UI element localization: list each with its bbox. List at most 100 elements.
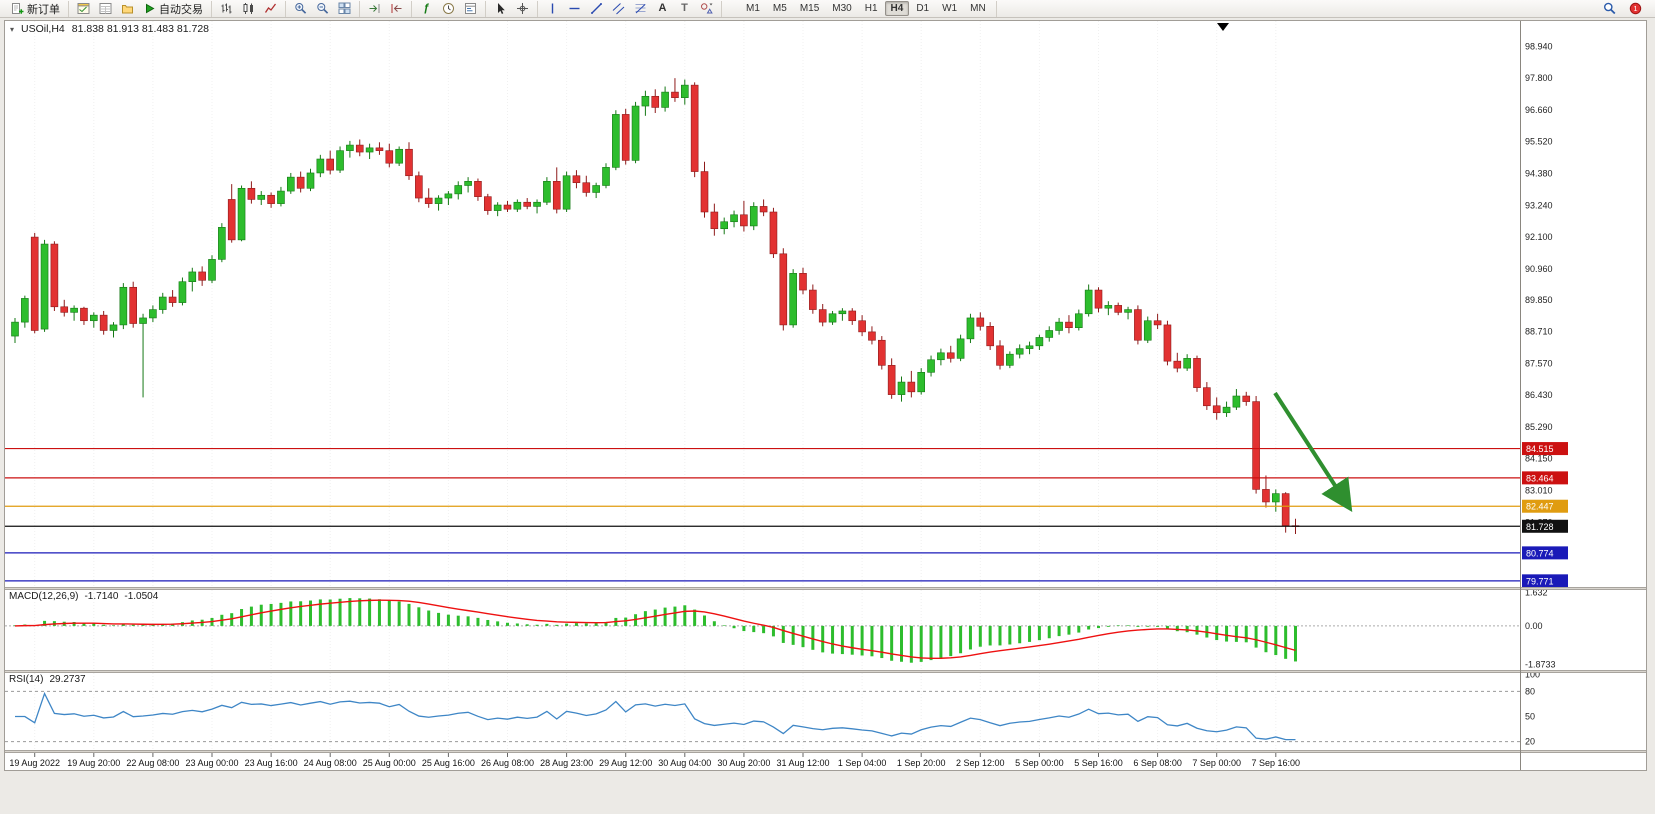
cursor-button[interactable] (490, 1, 511, 17)
candle-body (306, 172, 315, 189)
price-tag-text: 79.771 (1526, 576, 1554, 586)
auto-scroll-button[interactable] (364, 1, 385, 17)
candle-body (838, 310, 847, 315)
crosshair-button[interactable] (512, 1, 533, 17)
candle-body (503, 204, 512, 210)
chart-shift-icon (390, 2, 403, 15)
timeframe-m15-button[interactable]: M15 (799, 3, 820, 14)
templates-button[interactable] (460, 1, 481, 17)
timeframe-m1-button[interactable]: M1 (746, 3, 760, 14)
candle-body (257, 194, 266, 200)
price-scale-label: 97.800 (1525, 73, 1553, 83)
candle-body (326, 158, 335, 171)
timeframe-m5-button[interactable]: M5 (772, 3, 787, 14)
auto-trading-icon (143, 2, 156, 15)
bar-chart-mode-button[interactable] (216, 1, 237, 17)
horizontal-line-button[interactable] (564, 1, 585, 17)
candle-body (1232, 395, 1241, 408)
rsi-scale-label: 80 (1525, 686, 1535, 696)
navigator-button[interactable] (117, 1, 138, 17)
price-tag (1522, 442, 1568, 456)
timeframe-h1-button[interactable]: H1 (864, 3, 878, 14)
macd-histogram (13, 598, 1297, 663)
periods-button[interactable] (438, 1, 459, 17)
pane-separator[interactable] (5, 670, 1646, 673)
toolbar-group (212, 0, 286, 17)
candle-body (1006, 353, 1014, 366)
arrange-windows-button[interactable] (334, 1, 355, 17)
candle-body (1065, 321, 1073, 328)
line-chart-mode-button[interactable] (260, 1, 281, 17)
candle-body (50, 243, 59, 308)
price-tag-text: 81.728 (1526, 522, 1554, 532)
candle-body (40, 243, 49, 330)
candle-body (513, 201, 522, 210)
search-button[interactable] (1599, 1, 1620, 17)
timeframe-w1-button[interactable]: W1 (942, 3, 958, 14)
timeframe-d1-button[interactable]: D1 (916, 3, 930, 14)
shapes-button[interactable] (696, 1, 717, 17)
zoom-out-button[interactable] (312, 1, 333, 17)
candle-body (424, 197, 433, 204)
time-axis-label: 1 Sep 20:00 (897, 758, 946, 768)
one-click-trading-icon[interactable]: ▾ (10, 24, 15, 34)
data-window-button[interactable] (95, 1, 116, 17)
chart-canvas[interactable]: 98.940 97.800 96.660 95.520 94.380 93.240 92.1… (5, 21, 1646, 770)
price-scale-label: 95.520 (1525, 137, 1553, 147)
market-watch-button[interactable] (73, 1, 94, 17)
candle-body (552, 181, 561, 210)
candle-body (740, 214, 748, 227)
candle-body (60, 306, 69, 313)
candle-body (917, 372, 926, 393)
trendline-button[interactable] (586, 1, 607, 17)
candle-body (1281, 493, 1290, 526)
text-button[interactable]: A (652, 1, 673, 17)
price-tag-text: 83.464 (1526, 473, 1554, 483)
indicators-icon: ƒ (423, 2, 430, 14)
svg-text:1: 1 (1633, 4, 1637, 13)
zoom-in-button[interactable] (290, 1, 311, 17)
pane-separator[interactable] (5, 750, 1646, 753)
candle-body (1222, 406, 1231, 414)
candle-body (454, 185, 463, 195)
candle-body (986, 326, 994, 347)
fibonacci-button[interactable] (630, 1, 651, 17)
auto-trading-button[interactable]: 自动交易 (139, 1, 207, 17)
chart-shift-button[interactable] (386, 1, 407, 17)
candle-body (355, 144, 364, 153)
time-axis-label: 26 Aug 08:00 (481, 758, 534, 768)
candle-body (533, 201, 541, 207)
time-axis-label: 19 Aug 2022 (9, 758, 60, 768)
new-order-button[interactable]: 新订单 (7, 1, 64, 17)
trend-arrow-annotation[interactable] (1273, 391, 1353, 513)
notifications-button[interactable]: 1 (1625, 1, 1646, 17)
price-scale-label: 86.430 (1525, 390, 1553, 400)
time-axis[interactable]: 19 Aug 2022 19 Aug 20:00 22 Aug 08:00 23 Au… (9, 753, 1300, 768)
vertical-line-button[interactable] (542, 1, 563, 17)
equidistant-channel-button[interactable] (608, 1, 629, 17)
timeframe-h4-button[interactable]: H4 (884, 1, 910, 16)
text-label-button[interactable]: T (674, 1, 695, 17)
candlestick-mode-button[interactable] (238, 1, 259, 17)
macd-scale-label: 0.00 (1525, 621, 1543, 631)
timeframe-mn-button[interactable]: MN (970, 3, 986, 14)
price-scale-label: 90.960 (1525, 264, 1553, 274)
pane-separator[interactable] (5, 587, 1646, 590)
candle-body (858, 320, 866, 333)
timeframe-m30-button[interactable]: M30 (832, 3, 852, 14)
price-tag (1522, 499, 1568, 513)
candle-body (227, 199, 236, 241)
macd-scale-label: 1.632 (1525, 587, 1548, 597)
candle-body (168, 296, 177, 303)
candle-body (976, 317, 985, 327)
chart-window[interactable]: 98.940 97.800 96.660 95.520 94.380 93.240 92.1… (4, 20, 1647, 771)
time-axis-label: 25 Aug 00:00 (363, 758, 416, 768)
candle-body (710, 211, 719, 230)
candle-body (1055, 321, 1063, 331)
candle-body (1104, 305, 1113, 309)
candle-body (158, 296, 167, 310)
symbol-name: USOil,H4 (21, 23, 65, 35)
indicators-button[interactable]: ƒ (416, 1, 437, 17)
chart-shift-marker[interactable] (1217, 23, 1229, 31)
candle-body (99, 314, 108, 331)
